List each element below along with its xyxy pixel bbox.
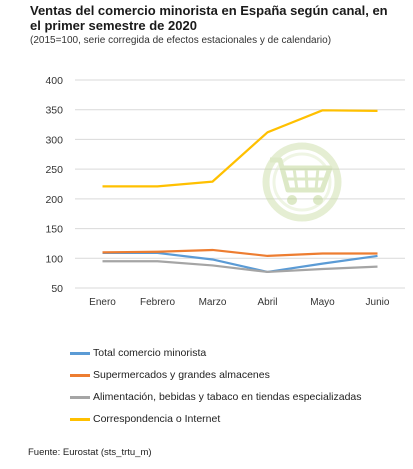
chart-title: Ventas del comercio minorista en España … (30, 3, 388, 33)
y-tick-label: 150 (45, 224, 63, 236)
x-tick-label: Enero (89, 297, 116, 308)
y-tick-label: 250 (45, 164, 63, 176)
legend-swatch (70, 417, 90, 421)
legend-item: Correspondencia o Internet (70, 408, 362, 430)
x-axis-ticks: Enero Febrero Marzo Abril Mayo Junio (89, 297, 390, 308)
legend-label: Alimentación, bebidas y tabaco en tienda… (93, 391, 362, 403)
x-tick-label: Febrero (140, 297, 175, 308)
legend-swatch (70, 351, 90, 355)
x-tick-label: Abril (257, 297, 277, 308)
x-tick-label: Mayo (310, 297, 335, 308)
y-tick-label: 300 (45, 134, 63, 146)
shopping-cart-at-icon (262, 142, 342, 222)
series-line-3 (102, 260, 378, 274)
x-tick-label: Junio (366, 297, 390, 308)
legend-swatch (70, 395, 90, 399)
x-tick-label: Marzo (199, 297, 227, 308)
gridlines (75, 79, 405, 289)
line-chart: 50 100 150 200 250 300 350 400 Enero Febrero Marz… (45, 75, 405, 308)
legend-label: Correspondencia o Internet (93, 413, 221, 425)
legend-item: Supermercados y grandes almacenes (70, 364, 362, 386)
legend-item: Alimentación, bebidas y tabaco en tienda… (70, 386, 362, 408)
y-axis-ticks: 50 100 150 200 250 300 350 400 (45, 75, 63, 295)
legend-label: Total comercio minorista (93, 347, 207, 359)
series-line-4 (102, 109, 378, 188)
y-tick-label: 350 (45, 105, 63, 117)
y-tick-label: 400 (45, 75, 63, 87)
legend-swatch (70, 373, 90, 377)
series-lines (102, 109, 378, 274)
legend: Total comercio minorista Supermercados y … (70, 342, 362, 430)
source-note: Fuente: Eurostat (sts_trtu_m) (28, 447, 152, 458)
legend-label: Supermercados y grandes almacenes (93, 369, 270, 381)
series-line-2 (102, 248, 378, 258)
legend-item: Total comercio minorista (70, 342, 362, 364)
y-tick-label: 50 (51, 283, 63, 295)
y-tick-label: 200 (45, 194, 63, 206)
y-tick-label: 100 (45, 253, 63, 265)
chart-subtitle: (2015=100, serie corregida de efectos es… (30, 35, 332, 46)
